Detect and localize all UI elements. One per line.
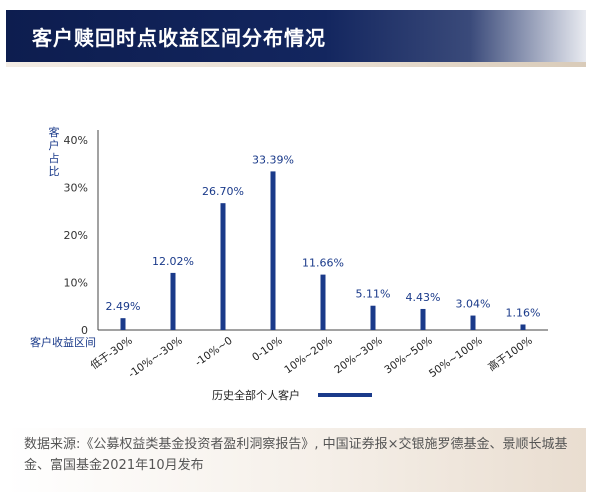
y-axis-label-char: 比 — [49, 165, 60, 178]
source-box: 数据来源:《公募权益类基金投资者盈利洞察报告》, 中国证券报×交银施罗德基金、景… — [6, 428, 586, 492]
x-tick-label: 10%~20% — [282, 335, 334, 377]
data-label: 26.70% — [202, 185, 244, 198]
x-axis-label: 客户收益区间 — [30, 335, 96, 349]
y-tick-label: 0 — [81, 324, 88, 337]
data-label: 11.66% — [302, 257, 344, 270]
y-tick-label: 40% — [64, 134, 88, 147]
y-axis-label-char: 客 — [49, 125, 60, 139]
x-tick-label: 50%~100% — [427, 335, 485, 380]
header-banner: 客户赎回时点收益区间分布情况 — [6, 10, 586, 62]
chart-area: 0 10% 20% 30% 40% 客户占比客户收益区间 2.49% 低于-30% 12.02%… — [30, 125, 548, 402]
data-label: 1.16% — [506, 306, 541, 319]
bar — [420, 308, 426, 330]
y-tick-label: 30% — [64, 182, 88, 195]
page-title: 客户赎回时点收益区间分布情况 — [32, 26, 326, 50]
source-note: 数据来源:《公募权益类基金投资者盈利洞察报告》, 中国证券报×交银施罗德基金、景… — [24, 437, 568, 473]
data-label: 4.43% — [406, 291, 441, 304]
bar — [470, 315, 476, 330]
data-label: 3.04% — [456, 298, 491, 311]
x-tick-label: -10%~0 — [193, 335, 235, 369]
bar — [320, 274, 326, 330]
bar — [520, 324, 526, 330]
x-tick-label: -10%~-30% — [126, 335, 185, 381]
y-tick-label: 20% — [64, 229, 88, 242]
bar — [220, 203, 226, 330]
y-tick-label: 10% — [64, 277, 88, 290]
bar-chart: 010%20%30%40%客户占比客户收益区间2.49%低于-30%12.02%… — [30, 125, 548, 402]
data-label: 12.02% — [152, 255, 194, 268]
header-rule — [6, 62, 586, 67]
bar — [170, 272, 176, 330]
legend-swatch — [318, 393, 372, 397]
data-label: 5.11% — [356, 288, 391, 301]
y-axis-label-char: 占 — [49, 151, 60, 165]
x-tick-label: 0-10% — [250, 335, 285, 364]
x-tick-label: 高于100% — [485, 334, 534, 374]
bar — [120, 318, 126, 330]
y-axis-label-char: 户 — [49, 138, 60, 152]
data-label: 33.39% — [252, 153, 294, 166]
bar — [270, 171, 276, 330]
bar — [370, 305, 376, 330]
legend-label: 历史全部个人客户 — [212, 388, 300, 402]
x-tick-label: 20%~30% — [332, 335, 384, 377]
data-label: 2.49% — [106, 300, 141, 313]
